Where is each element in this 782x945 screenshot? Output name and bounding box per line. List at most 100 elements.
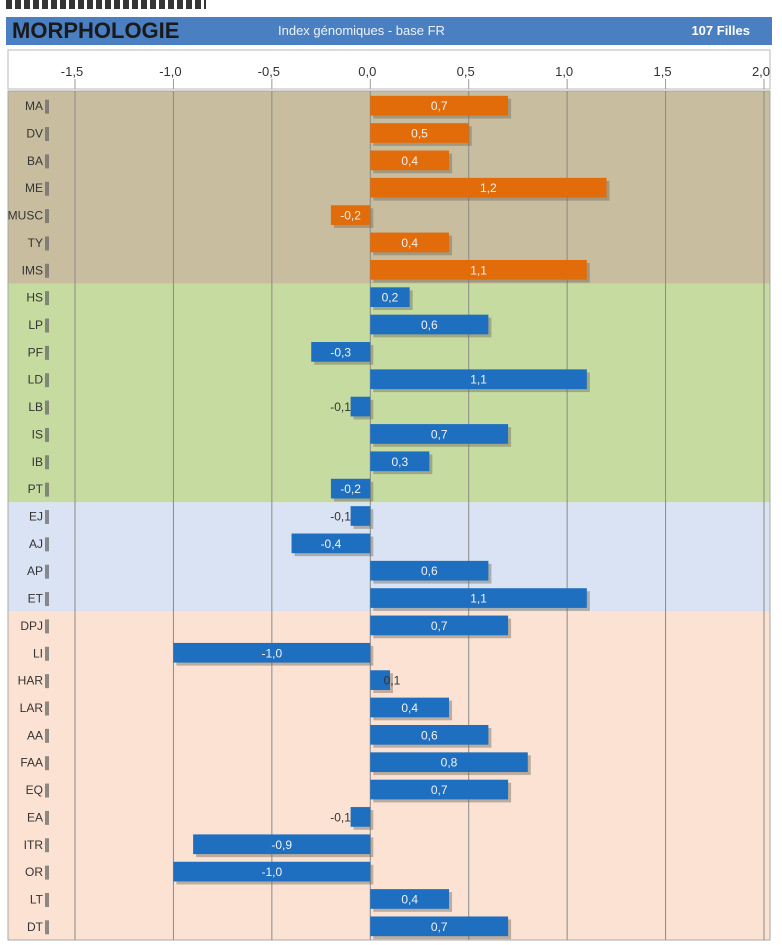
chart-header: MORPHOLOGIE Index génomiques - base FR 1… [6,17,772,45]
bar-ib [370,451,430,472]
bar-ba [370,150,450,171]
bar-or [173,861,371,882]
category-label: DT [27,920,44,934]
category-label: DV [26,127,43,141]
category-label-tab [45,209,49,224]
axis-header [7,49,771,90]
category-label: OR [25,865,43,879]
category-label-tab [45,865,49,880]
category-label-tab [45,181,49,196]
bar-ld [370,369,587,390]
category-label: FAA [20,756,43,770]
bar-dt [370,916,509,937]
x-tick-label: 1,0 [555,64,573,79]
animal-count: 107 Filles [691,23,750,38]
bar-ap [370,560,489,581]
category-label-tab [45,373,49,388]
category-label: LAR [20,701,44,715]
category-label-tab [45,838,49,853]
bar-musc [330,205,371,225]
bar-ma [370,95,509,116]
category-label: BA [27,154,43,168]
chart-title: MORPHOLOGIE [12,18,180,43]
category-label-tab [45,318,49,333]
bar-ea [350,807,371,827]
plot-frame [7,90,771,941]
category-label-tab [45,728,49,743]
bar-ej [350,506,371,526]
x-tick-label: 1,5 [654,64,672,79]
category-label: TY [28,236,43,250]
group-band [8,611,770,940]
category-label-tab [45,564,49,579]
category-label: PT [28,482,44,496]
bar-value-label: 0,1 [384,674,401,688]
category-label-tab [45,920,49,935]
category-label-tab [45,646,49,661]
category-label-tab [45,701,49,716]
x-tick-label: 0,5 [457,64,475,79]
bar-value-label: 0,5 [411,127,428,141]
bar-et [370,588,587,608]
category-label-tab [45,154,49,169]
x-tick-label: 2,0 [752,64,770,79]
category-label: MA [25,99,43,113]
bar-value-label: 0,4 [401,892,418,906]
category-label-tab [45,756,49,771]
bar-value-label: 0,7 [431,99,448,113]
category-label: HS [26,291,43,305]
bar-value-label: 0,7 [431,619,448,633]
category-label: EA [27,810,43,824]
bar-is [370,424,509,444]
category-label-tab [45,810,49,825]
bar-hs [370,287,410,308]
category-label: ITR [24,838,44,852]
category-label-tab [45,127,49,142]
category-label: HAR [18,674,44,688]
category-label: PF [28,345,43,359]
category-label-tab [45,482,49,497]
bar-ty [370,232,450,253]
category-label: IS [32,427,43,441]
category-label: LT [30,892,44,906]
category-label-tab [45,400,49,415]
bar-value-label: -0,1 [330,510,351,524]
bar-value-label: 0,7 [431,920,448,934]
category-label-tab [45,427,49,442]
bar-value-label: -0,2 [340,482,361,496]
bar-value-label: 0,4 [401,701,418,715]
bar-value-label: -0,9 [271,838,292,852]
bar-value-label: 0,3 [391,455,408,469]
category-label-tab [45,592,49,607]
bar-pf [311,342,371,362]
x-tick-label: -1,5 [61,64,83,79]
category-label: IB [32,455,43,469]
bar-value-label: -1,0 [262,646,283,660]
bar-lp [370,314,489,335]
bar-value-label: -0,2 [340,209,361,223]
bar-value-label: 0,4 [401,236,418,250]
category-label-tab [45,619,49,634]
x-tick-label: -1,0 [159,64,181,79]
category-label-tab [45,783,49,798]
bar-value-label: 1,2 [480,181,497,195]
category-label-tab [45,510,49,524]
bar-value-label: 1,1 [470,373,487,387]
x-tick-label: -0,5 [258,64,280,79]
bar-li [173,642,371,663]
bar-value-label: 0,8 [441,756,458,770]
bar-lb [350,396,371,417]
category-label-tab [45,455,49,470]
category-label: EJ [29,510,43,524]
category-label: AP [27,564,43,578]
category-label-tab [45,345,49,360]
category-label-tab [45,537,49,552]
bar-value-label: 1,1 [470,263,487,277]
category-label-tab [45,236,49,251]
bar-me [370,177,607,198]
bar-value-label: 0,7 [431,427,448,441]
bar-pt [330,478,371,499]
category-label: DPJ [20,619,43,633]
x-tick-label: 0,0 [358,64,376,79]
